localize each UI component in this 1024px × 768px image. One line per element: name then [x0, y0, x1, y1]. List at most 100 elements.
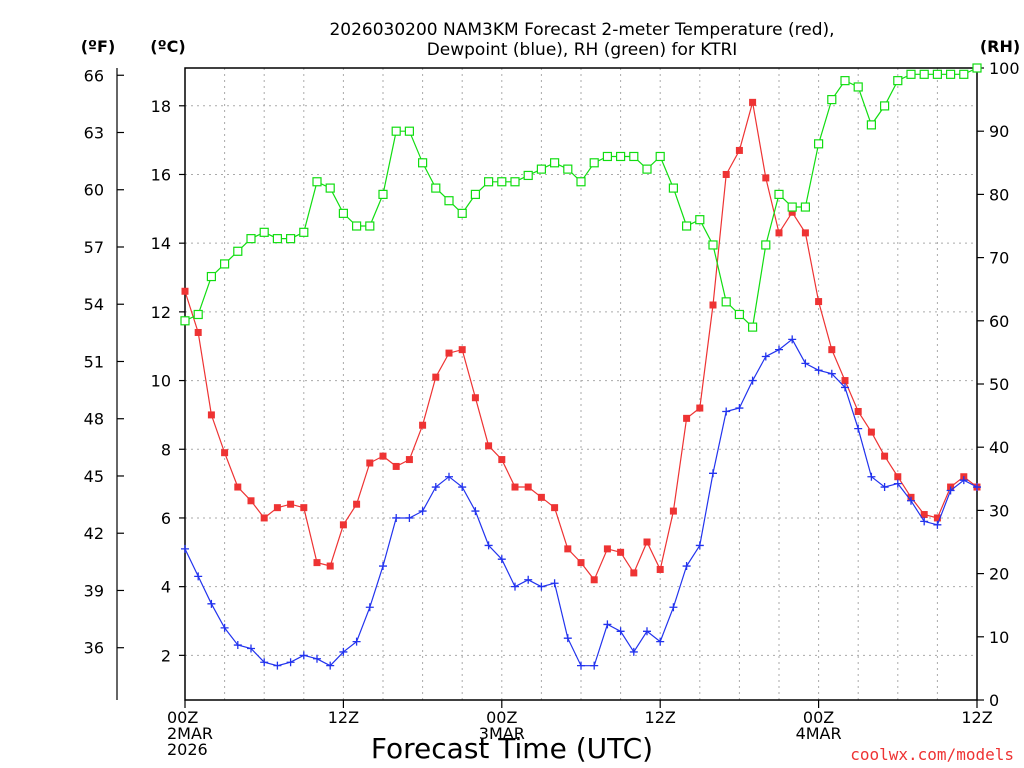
- celsius-tick-label: 16: [151, 165, 171, 184]
- dewpoint-point: [933, 520, 942, 529]
- temperature-point: [419, 421, 427, 429]
- dewpoint-point: [207, 599, 216, 608]
- rh-point: [734, 309, 745, 320]
- x-tick-label: 2026: [167, 740, 208, 759]
- rh-point: [549, 158, 560, 168]
- temperature-point: [564, 545, 572, 553]
- temperature-point: [696, 404, 704, 412]
- temperature-point: [524, 483, 532, 491]
- rh-point: [840, 76, 850, 86]
- temperature-point: [867, 428, 875, 436]
- dewpoint-point: [247, 644, 255, 653]
- dewpoint-point: [550, 579, 559, 588]
- series-line-1: [184, 338, 978, 667]
- temperature-point: [683, 414, 691, 422]
- rh-point: [233, 246, 243, 256]
- dewpoint-point: [379, 562, 387, 571]
- axes: 2 4 6 8 10 12 14 16 18 36 39 42 45 48 51 54 57 60 63 66 0 10 2…: [84, 59, 1020, 759]
- dewpoint-point: [920, 517, 929, 526]
- fahrenheit-tick-label: 57: [84, 238, 104, 257]
- celsius-tick-label: 18: [151, 97, 171, 116]
- fahrenheit-tick-label: 54: [84, 295, 104, 314]
- dewpoint-point: [590, 661, 599, 670]
- fahrenheit-tick-label: 45: [84, 467, 104, 486]
- dewpoint-point: [629, 647, 638, 656]
- dewpoint-point: [854, 424, 863, 433]
- rh-point: [352, 221, 362, 231]
- dewpoint-point: [471, 507, 480, 516]
- rh-point: [470, 189, 480, 199]
- dewpoint-point: [814, 366, 823, 375]
- dewpoint-point: [735, 404, 744, 413]
- dewpoint-point: [946, 486, 955, 495]
- temperature-point: [722, 170, 730, 178]
- rh-point: [642, 164, 652, 174]
- x-axis-label: Forecast Time (UTC): [371, 732, 653, 765]
- temperature-point: [933, 514, 941, 522]
- rh-point: [932, 69, 943, 79]
- rh-point: [457, 208, 467, 218]
- temperature-point: [551, 504, 559, 512]
- gridlines: [185, 68, 977, 700]
- rh-point: [668, 183, 679, 193]
- dewpoint-point: [709, 469, 717, 478]
- celsius-tick-label: 4: [161, 578, 171, 597]
- rh-point: [338, 208, 348, 218]
- temperature-point: [801, 229, 809, 237]
- temperature-point: [247, 497, 255, 505]
- dewpoint-point: [775, 345, 783, 354]
- dewpoint-point: [326, 661, 335, 670]
- rh-tick-label: 70: [989, 249, 1009, 268]
- rh-point: [246, 234, 256, 244]
- temperature-point: [234, 483, 242, 491]
- celsius-tick-label: 6: [161, 509, 171, 528]
- temperature-point: [643, 538, 651, 546]
- dewpoint-point: [511, 582, 519, 591]
- dewpoint-point: [761, 352, 770, 361]
- temperature-point: [207, 411, 215, 419]
- rh-unit-label: (RH): [980, 37, 1020, 56]
- dewpoint-point: [841, 383, 849, 392]
- rh-point: [510, 177, 520, 187]
- rh-point: [391, 126, 401, 136]
- dewpoint-point: [959, 476, 968, 485]
- temperature-point: [366, 459, 374, 467]
- temperature-point: [445, 349, 453, 357]
- temperature-point: [603, 545, 611, 553]
- rh-point: [523, 170, 533, 181]
- dewpoint-point: [973, 483, 981, 492]
- temperature-point: [788, 208, 796, 216]
- temperature-point: [326, 562, 334, 570]
- celsius-tick-label: 10: [151, 372, 171, 391]
- temperature-point: [881, 452, 889, 460]
- rh-point: [365, 221, 375, 231]
- dewpoint-point: [577, 661, 585, 670]
- temperature-point: [353, 500, 361, 508]
- rh-tick-label: 0: [989, 691, 999, 710]
- dewpoint-point: [603, 620, 612, 629]
- temperature-point: [735, 146, 743, 154]
- dewpoint-point: [880, 483, 889, 492]
- plot-frame: [184, 67, 978, 701]
- dewpoint-point: [867, 472, 876, 481]
- rh-point: [180, 316, 190, 326]
- rh-point: [695, 215, 705, 225]
- temperature-point: [749, 98, 757, 106]
- rh-point: [800, 202, 811, 212]
- rh-point: [906, 69, 916, 79]
- dewpoint-point: [801, 359, 810, 368]
- rh-tick-label: 90: [989, 122, 1009, 141]
- temperature-point: [405, 456, 413, 464]
- temperature-point: [300, 504, 308, 512]
- rh-point: [615, 151, 626, 162]
- temperature-point: [920, 511, 928, 519]
- dewpoint-point: [233, 641, 242, 650]
- dewpoint-point: [220, 623, 229, 632]
- rh-point: [879, 101, 890, 111]
- dewpoint-point: [299, 651, 308, 660]
- dewpoint-point: [748, 376, 757, 385]
- rh-point: [853, 82, 863, 92]
- dewpoint-point: [431, 483, 440, 492]
- celsius-tick-label: 12: [151, 303, 171, 322]
